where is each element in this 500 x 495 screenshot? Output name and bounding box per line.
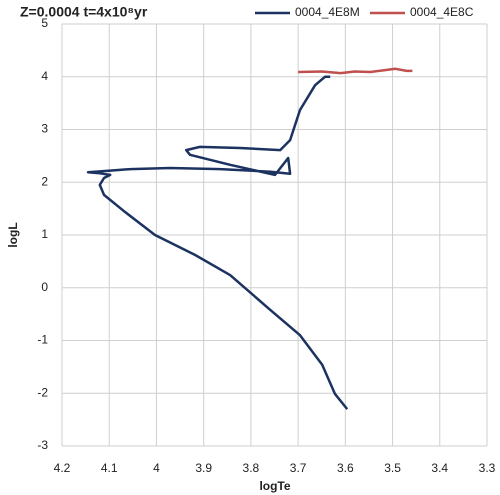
y-tick-label: -2 — [37, 385, 48, 399]
x-tick-label: 3.3 — [479, 461, 496, 475]
legend-label: 0004_4E8M — [295, 5, 360, 19]
x-axis-label: logTe — [259, 479, 290, 493]
x-tick-label: 4 — [153, 461, 160, 475]
y-tick-label: 2 — [41, 174, 48, 188]
x-tick-label: 3.6 — [337, 461, 354, 475]
y-tick-label: -3 — [37, 438, 48, 452]
x-tick-label: 4.1 — [101, 461, 118, 475]
chart-title: Z=0.0004 t=4x10⁸yr — [20, 4, 148, 20]
y-tick-label: 1 — [41, 227, 48, 241]
y-tick-label: 4 — [41, 69, 48, 83]
y-tick-label: 5 — [41, 16, 48, 30]
series-line — [298, 67, 413, 75]
x-tick-label: 3.7 — [290, 461, 307, 475]
legend-label: 0004_4E8C — [410, 5, 474, 19]
x-tick-label: 3.5 — [384, 461, 401, 475]
y-tick-label: -1 — [37, 333, 48, 347]
x-tick-label: 4.2 — [54, 461, 71, 475]
x-tick-label: 3.8 — [243, 461, 260, 475]
x-tick-label: 3.4 — [431, 461, 448, 475]
series-line — [86, 75, 349, 410]
y-tick-label: 0 — [41, 280, 48, 294]
y-tick-label: 3 — [41, 122, 48, 136]
y-axis-label: logL — [6, 222, 20, 247]
x-tick-label: 3.9 — [195, 461, 212, 475]
